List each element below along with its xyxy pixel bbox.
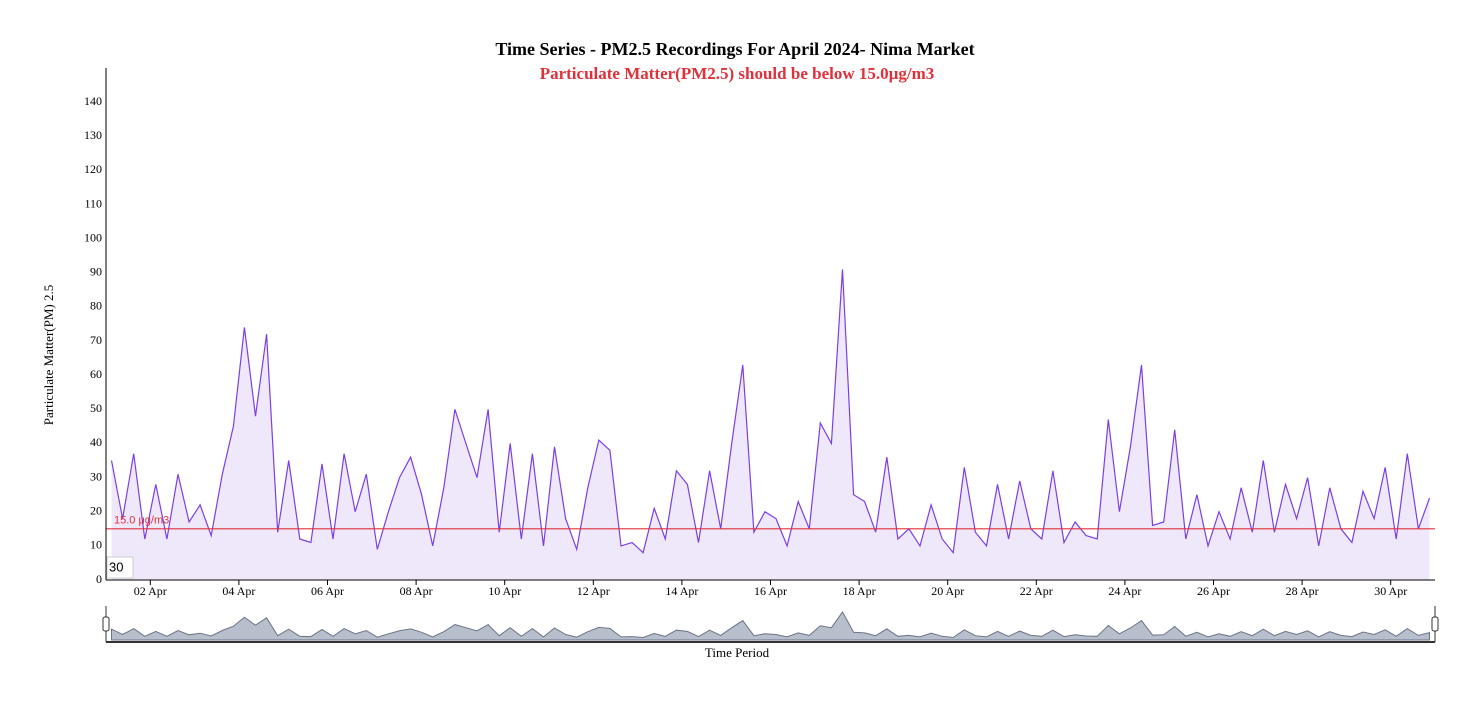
- y-tick-label: 70: [90, 333, 102, 347]
- y-tick-label: 40: [90, 435, 102, 449]
- x-tick-label: 16 Apr: [754, 584, 787, 598]
- y-tick-label: 50: [90, 401, 102, 415]
- y-tick-label: 100: [84, 230, 102, 244]
- x-tick-label: 08 Apr: [400, 584, 433, 598]
- y-tick-label: 60: [90, 367, 102, 381]
- navigator-area: [110, 611, 1431, 641]
- x-tick-label: 30 Apr: [1374, 584, 1407, 598]
- x-tick-label: 20 Apr: [931, 584, 964, 598]
- y-tick-label: 80: [90, 299, 102, 313]
- y-tick-label: 10: [90, 538, 102, 552]
- y-axis-label: Particulate Matter(PM) 2.5: [41, 285, 56, 425]
- corner-label: 30: [109, 559, 123, 574]
- navigator-handle[interactable]: [1431, 616, 1439, 632]
- y-tick-label: 90: [90, 265, 102, 279]
- y-tick-label: 140: [84, 94, 102, 108]
- y-tick-label: 20: [90, 503, 102, 517]
- corner-box: [106, 556, 134, 579]
- area: [111, 269, 1430, 580]
- y-tick-label: 0: [96, 572, 102, 586]
- x-tick-label: 26 Apr: [1197, 584, 1230, 598]
- threshold-label: 15.0 μg/m3: [114, 515, 169, 527]
- x-tick-label: 02 Apr: [134, 584, 167, 598]
- x-tick-label: 28 Apr: [1286, 584, 1319, 598]
- chart-subtitle: Particulate Matter(PM2.5) should be belo…: [540, 64, 935, 83]
- y-tick-label: 30: [90, 469, 102, 483]
- x-tick-label: 06 Apr: [311, 584, 344, 598]
- y-tick-label: 120: [84, 162, 102, 176]
- navigator-handle[interactable]: [102, 616, 110, 632]
- x-axis-label: Time Period: [705, 645, 770, 660]
- y-tick-label: 130: [84, 128, 102, 142]
- x-tick-label: 14 Apr: [665, 584, 698, 598]
- x-tick-label: 18 Apr: [843, 584, 876, 598]
- x-tick-label: 10 Apr: [488, 584, 521, 598]
- line: [110, 269, 1431, 555]
- x-tick-label: 24 Apr: [1108, 584, 1141, 598]
- x-tick-label: 12 Apr: [577, 584, 610, 598]
- x-tick-label: 04 Apr: [222, 584, 255, 598]
- chart-title: Time Series - PM2.5 Recordings For April…: [495, 39, 974, 59]
- y-tick-label: 110: [84, 196, 102, 210]
- x-tick-label: 22 Apr: [1020, 584, 1053, 598]
